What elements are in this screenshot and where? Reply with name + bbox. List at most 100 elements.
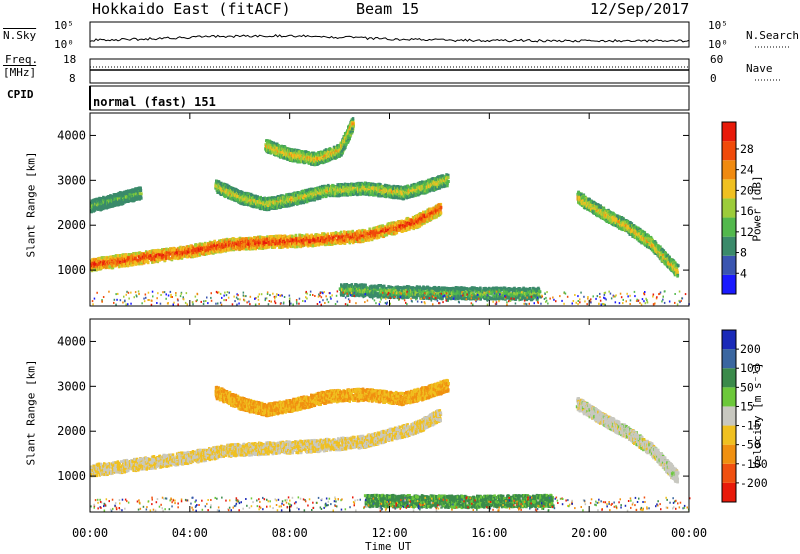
echo-cell xyxy=(156,250,160,254)
echo-cell xyxy=(159,249,162,253)
echo-cell xyxy=(162,253,166,257)
echo-cell xyxy=(207,242,210,246)
echo-cell xyxy=(95,265,98,269)
site-title: Hokkaido East (fitACF) xyxy=(92,2,291,17)
echo-cell xyxy=(212,250,216,254)
echo-cell xyxy=(120,264,123,267)
echo-cell xyxy=(130,263,133,267)
echo-cell xyxy=(219,248,222,252)
echo-cell xyxy=(165,251,169,255)
echo-cell xyxy=(134,256,137,260)
echo-cell xyxy=(111,266,115,270)
echo-cell xyxy=(233,240,237,244)
echo-cell xyxy=(158,253,161,257)
echo-cell xyxy=(225,237,229,241)
echo-cell xyxy=(95,259,98,263)
echo-cell xyxy=(163,258,167,262)
echo-cell xyxy=(124,253,128,257)
echo-cell xyxy=(198,253,202,257)
freq-label: Freq. xyxy=(5,54,38,65)
echo-cell xyxy=(121,262,124,266)
echo-track xyxy=(89,202,443,273)
echo-cell xyxy=(103,265,106,268)
echo-cell xyxy=(229,245,233,249)
echo-cell xyxy=(199,249,202,253)
echo-cell xyxy=(129,257,133,261)
echo-cell xyxy=(104,262,107,266)
echo-cell xyxy=(204,252,208,256)
echo-cell xyxy=(124,258,127,262)
echo-cell xyxy=(154,255,157,259)
echo-cell xyxy=(162,255,165,259)
noise-sky-line xyxy=(89,34,690,43)
echo-cell xyxy=(108,265,111,269)
echo-cell xyxy=(216,244,219,248)
echo-cell xyxy=(230,247,233,251)
echo-cell xyxy=(181,250,185,254)
echo-cell xyxy=(100,265,104,269)
echo-cell xyxy=(100,256,104,260)
echo-cell xyxy=(112,259,116,263)
echo-cell xyxy=(205,249,208,253)
echo-cell xyxy=(347,230,350,234)
echo-cell xyxy=(134,251,138,255)
echo-cell xyxy=(152,251,156,255)
echo-cell xyxy=(168,250,171,254)
nave-tick-top: 60 xyxy=(710,54,723,65)
echo-cell xyxy=(111,263,114,267)
echo-cell xyxy=(211,245,214,249)
echo-cell xyxy=(135,262,138,265)
echo-cell xyxy=(161,248,164,252)
echo-cell xyxy=(154,250,157,253)
noise-tick-right-top: 10⁵ xyxy=(708,20,728,31)
cpid-mode: normal (fast) 151 xyxy=(93,96,216,108)
noise-search-label: N.Search xyxy=(746,30,799,41)
echo-cell xyxy=(360,231,363,235)
echo-cell xyxy=(114,261,117,265)
echo-cell xyxy=(187,250,190,254)
echo-cell xyxy=(294,233,298,237)
echo-cell xyxy=(117,258,120,262)
cpid-panel xyxy=(89,85,690,111)
echo-cell xyxy=(195,243,199,247)
echo-cell xyxy=(206,245,209,249)
echo-cell xyxy=(351,229,354,233)
echo-cell xyxy=(98,256,101,260)
echo-cell xyxy=(148,256,152,260)
echo-cell xyxy=(139,256,142,260)
echo-cell xyxy=(131,263,135,267)
echo-cell xyxy=(213,239,216,243)
echo-cell xyxy=(233,238,236,242)
echo-cell xyxy=(156,249,159,252)
echo-cell xyxy=(234,247,238,251)
echo-cell xyxy=(226,244,230,248)
x-axis-label: Time UT xyxy=(365,541,411,552)
echo-cell xyxy=(119,254,122,257)
echo-cell xyxy=(168,257,172,261)
echo-cell xyxy=(92,258,96,262)
echo-cell xyxy=(106,258,109,262)
echo-cell xyxy=(149,254,152,258)
echo-cell xyxy=(97,259,100,263)
freq-tick-bottom: 8 xyxy=(69,73,76,84)
echo-cell xyxy=(347,190,351,193)
echo-cell xyxy=(150,258,153,262)
echo-cell xyxy=(151,260,154,264)
echo-cell xyxy=(405,227,409,231)
echo-cell xyxy=(228,241,232,245)
echo-cell xyxy=(178,253,182,257)
echo-cell xyxy=(94,262,97,266)
echo-cell xyxy=(129,259,132,263)
echo-cell xyxy=(183,252,186,256)
echo-cell xyxy=(355,238,359,242)
echo-cell xyxy=(225,239,228,243)
echo-cell xyxy=(106,264,110,268)
echo-cell xyxy=(178,255,182,259)
echo-cell xyxy=(332,184,335,188)
echo-cell xyxy=(169,252,172,256)
echo-cell xyxy=(185,249,188,253)
echo-cell xyxy=(217,241,220,244)
echo-cell xyxy=(318,196,321,199)
echo-cell xyxy=(232,246,236,250)
